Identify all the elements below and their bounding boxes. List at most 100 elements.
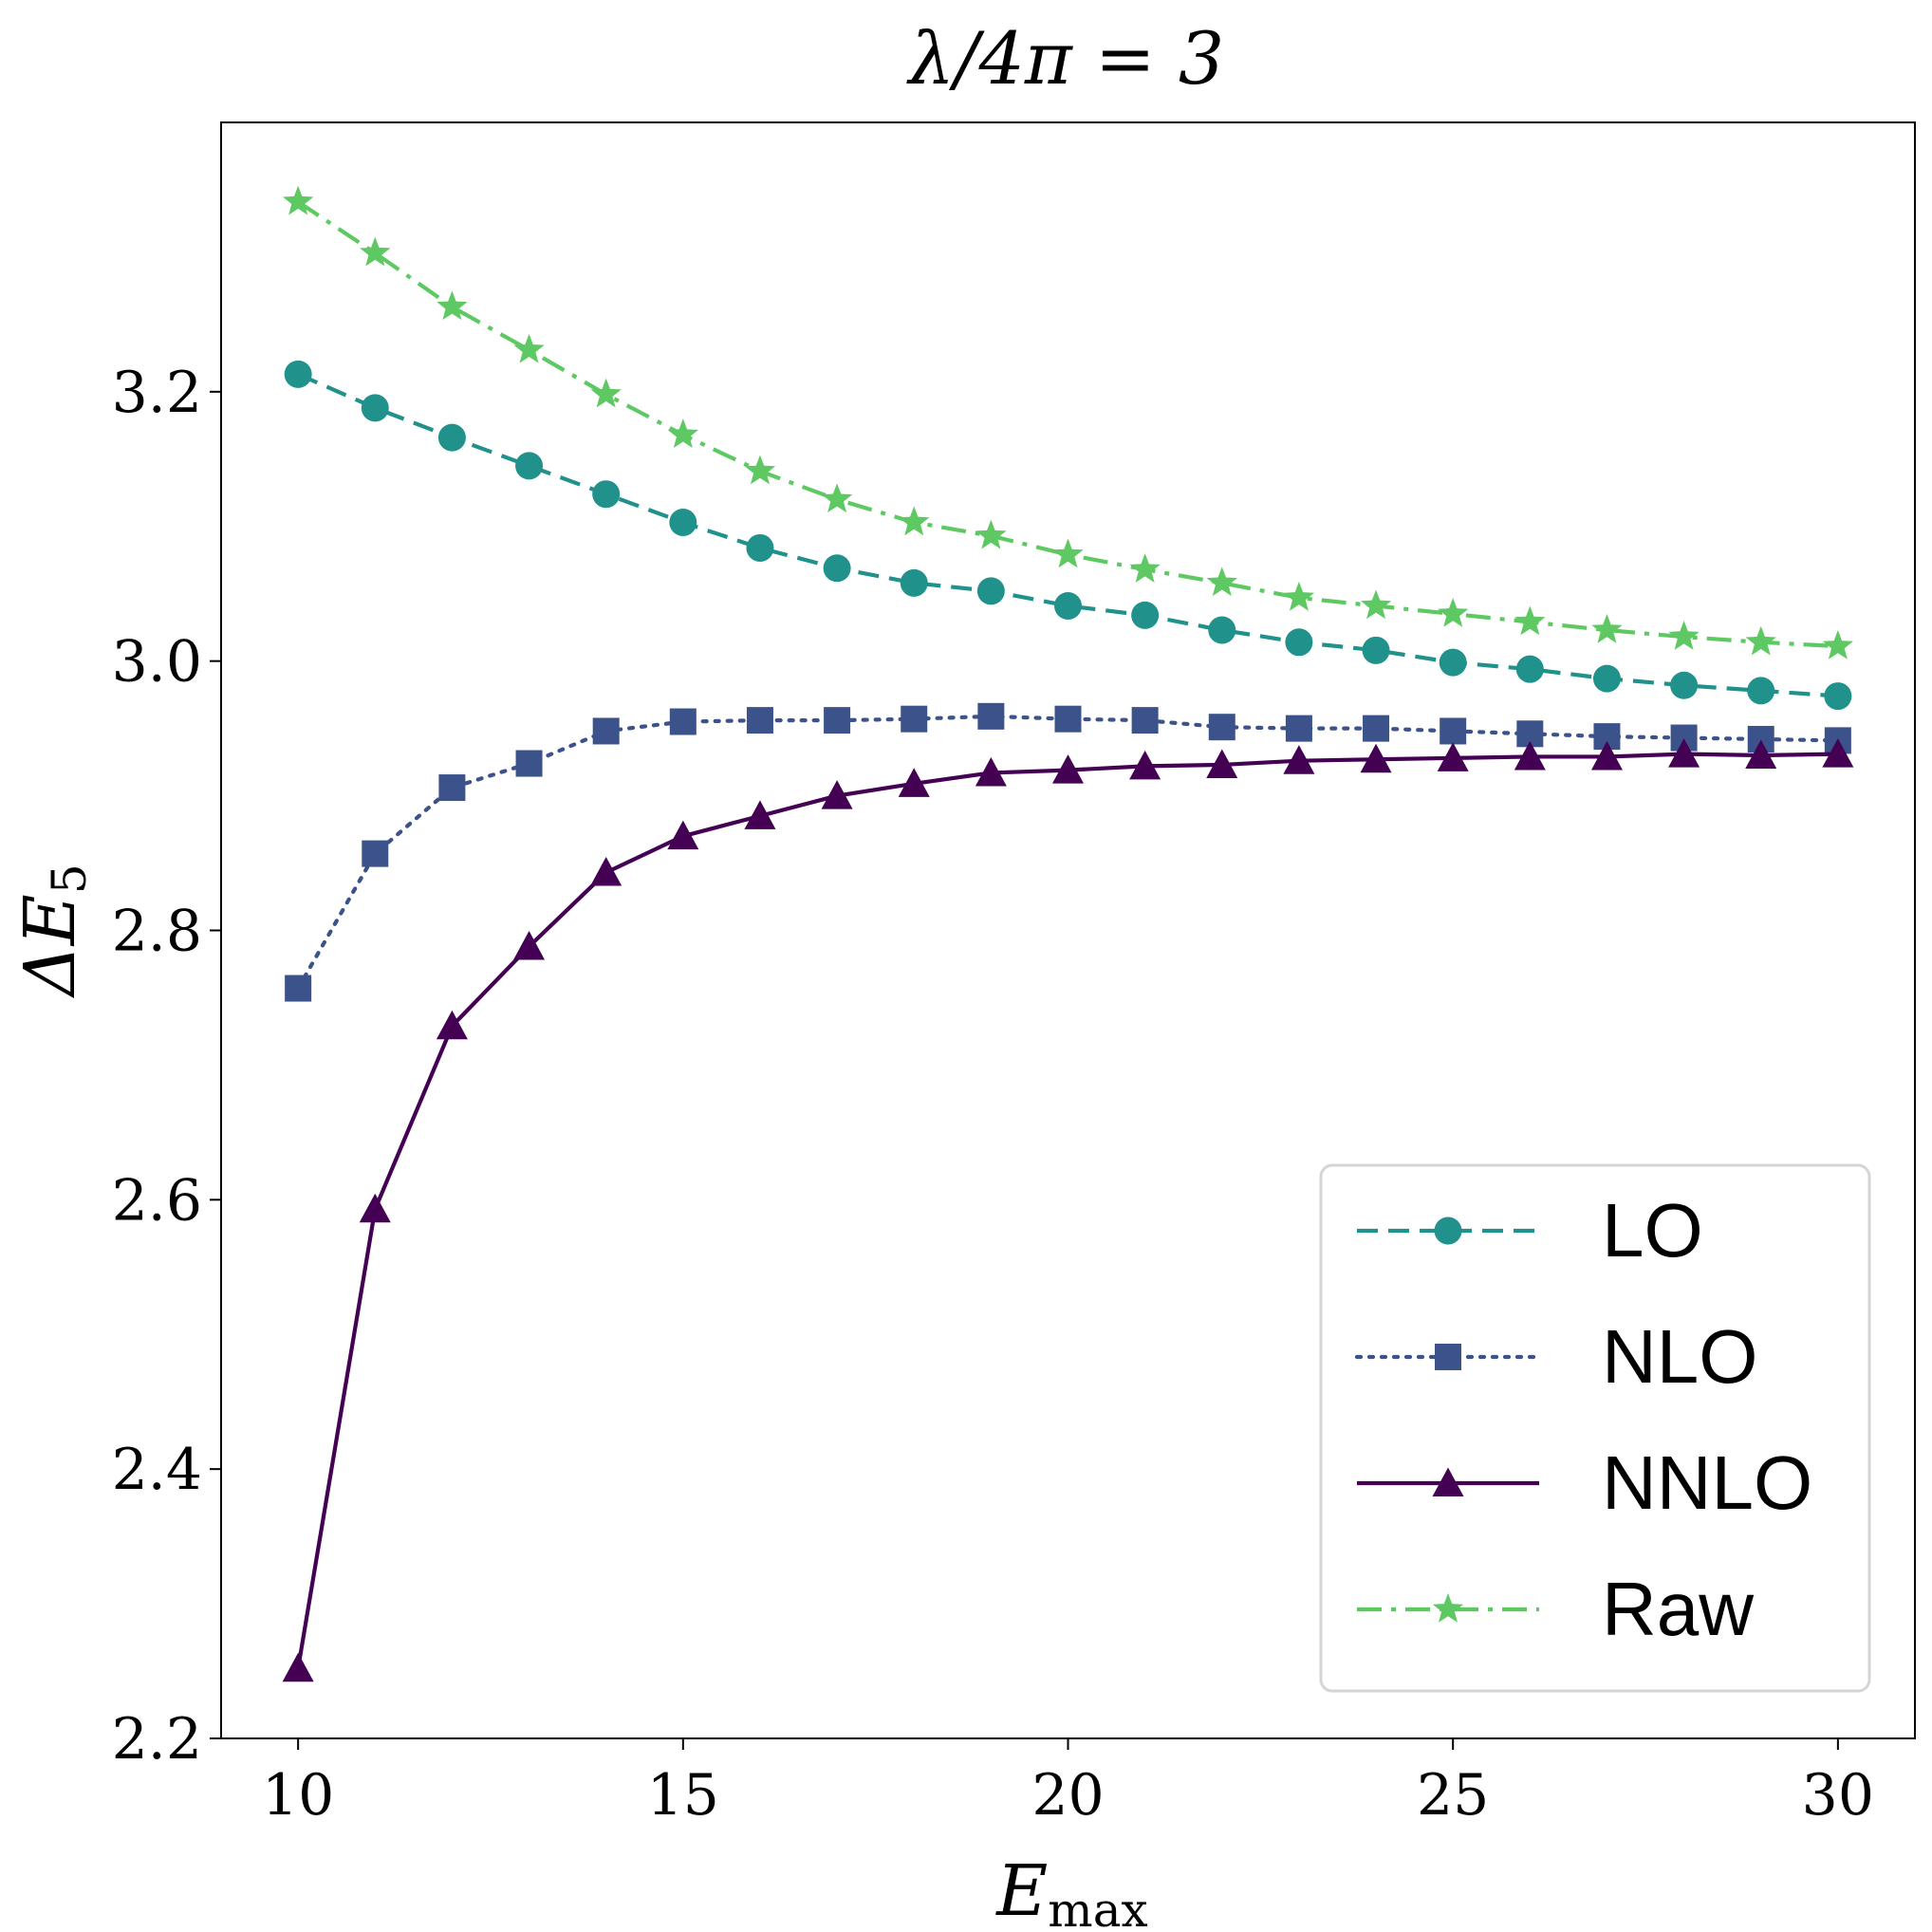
y-axis-label-sub: 5 bbox=[42, 864, 97, 894]
legend-label-raw: Raw bbox=[1602, 1567, 1754, 1651]
data-point-raw bbox=[1283, 581, 1315, 611]
data-point-lo bbox=[1362, 636, 1390, 664]
legend-label-lo: LO bbox=[1602, 1188, 1703, 1273]
x-tick-label: 25 bbox=[1417, 1762, 1489, 1829]
series-line-nlo bbox=[296, 714, 1840, 991]
data-point-nnlo bbox=[1283, 745, 1315, 774]
data-point-nlo bbox=[592, 717, 620, 745]
y-tick-label: 3.0 bbox=[112, 629, 202, 696]
data-point-nlo bbox=[515, 750, 543, 777]
series-nnlo bbox=[282, 738, 1854, 1682]
data-point-lo bbox=[361, 394, 389, 422]
data-point-lo bbox=[592, 480, 621, 509]
data-point-nlo bbox=[901, 705, 928, 733]
data-point-nnlo bbox=[1590, 740, 1623, 771]
data-point-lo bbox=[1439, 648, 1467, 677]
data-point-lo bbox=[746, 533, 774, 562]
data-point-nnlo bbox=[667, 820, 699, 850]
data-point-nlo bbox=[1131, 707, 1159, 734]
data-point-lo bbox=[1515, 655, 1544, 683]
data-point-nlo bbox=[285, 975, 312, 1002]
data-point-nnlo bbox=[1360, 743, 1392, 773]
data-point-nlo bbox=[746, 707, 773, 734]
data-point-raw bbox=[1591, 614, 1623, 643]
y-tick-label: 2.6 bbox=[112, 1167, 202, 1234]
data-point-raw bbox=[1206, 567, 1237, 597]
data-point-nnlo bbox=[513, 931, 546, 960]
data-point-nlo bbox=[1208, 714, 1235, 741]
data-point-lo bbox=[900, 568, 928, 597]
data-point-raw bbox=[1052, 538, 1084, 568]
data-point-nnlo bbox=[590, 856, 622, 886]
x-axis-label-sub: max bbox=[1048, 1883, 1147, 1932]
legend-item-raw: Raw bbox=[1357, 1567, 1754, 1651]
x-tick-label: 10 bbox=[262, 1762, 334, 1829]
series-nlo bbox=[285, 702, 1851, 1002]
legend-item-lo: LO bbox=[1357, 1188, 1703, 1273]
data-point-lo bbox=[1131, 601, 1160, 629]
data-point-nnlo bbox=[282, 1652, 314, 1682]
data-point-nlo bbox=[824, 707, 851, 734]
data-point-nlo bbox=[1054, 705, 1082, 733]
data-point-nnlo bbox=[1129, 750, 1161, 780]
data-point-raw bbox=[282, 185, 314, 215]
data-point-raw bbox=[1514, 605, 1546, 636]
legend-marker-nnlo bbox=[1432, 1467, 1464, 1497]
data-point-nnlo bbox=[436, 1010, 468, 1040]
data-point-raw bbox=[744, 455, 776, 485]
chart-title: λ/4π = 3 bbox=[906, 16, 1224, 101]
data-point-lo bbox=[1824, 682, 1852, 711]
legend-marker-lo bbox=[1434, 1217, 1462, 1245]
data-point-nnlo bbox=[1206, 749, 1238, 778]
data-point-nnlo bbox=[1745, 739, 1777, 770]
plot-layer bbox=[282, 185, 1854, 1682]
y-axis-label-main: ΔE bbox=[9, 894, 91, 998]
y-axis-label: ΔE5 bbox=[9, 864, 97, 998]
data-point-raw bbox=[1129, 553, 1161, 583]
data-point-nnlo bbox=[1514, 740, 1546, 771]
x-axis-label: Emax bbox=[994, 1850, 1147, 1932]
data-point-raw bbox=[590, 378, 622, 408]
data-point-raw bbox=[899, 506, 930, 536]
data-point-raw bbox=[821, 483, 853, 513]
legend-marker-nlo bbox=[1435, 1344, 1461, 1370]
data-point-nlo bbox=[669, 708, 697, 735]
x-tick-label: 20 bbox=[1031, 1762, 1104, 1829]
data-point-lo bbox=[823, 554, 851, 583]
data-point-lo bbox=[976, 577, 1005, 605]
y-tick-label: 2.4 bbox=[112, 1437, 202, 1503]
data-point-lo bbox=[437, 423, 466, 452]
data-point-nnlo bbox=[1822, 738, 1854, 768]
y-tick-label: 3.2 bbox=[112, 360, 202, 426]
x-tick-label: 30 bbox=[1802, 1762, 1874, 1829]
legend: LO NLO NNLO Raw bbox=[1319, 1163, 1871, 1693]
data-point-nnlo bbox=[975, 756, 1007, 787]
data-point-nnlo bbox=[744, 800, 776, 829]
axes-layer: 10 15 20 25 30 2.2 2.4 2.6 2.8 3.0 3.2 bbox=[112, 121, 1916, 1829]
data-point-nlo bbox=[362, 840, 389, 867]
data-point-lo bbox=[1054, 591, 1082, 620]
data-point-lo bbox=[1208, 616, 1236, 644]
series-line-lo bbox=[297, 372, 1839, 698]
x-axis-label-main: E bbox=[994, 1850, 1048, 1932]
data-point-raw bbox=[975, 519, 1007, 549]
data-point-lo bbox=[1592, 664, 1621, 693]
data-point-raw bbox=[360, 236, 391, 267]
data-point-nnlo bbox=[821, 780, 853, 809]
data-point-nlo bbox=[977, 702, 1005, 730]
y-tick-label: 2.2 bbox=[112, 1706, 202, 1773]
data-point-raw bbox=[1822, 630, 1854, 659]
data-point-nnlo bbox=[1052, 754, 1084, 784]
legend-item-nnlo: NNLO bbox=[1357, 1440, 1812, 1525]
data-point-nlo bbox=[1440, 717, 1467, 745]
legend-marker-raw bbox=[1432, 1593, 1464, 1623]
series-line-raw bbox=[296, 199, 1838, 649]
series-lo bbox=[284, 360, 1852, 711]
legend-label-nlo: NLO bbox=[1602, 1314, 1758, 1399]
legend-label-nnlo: NNLO bbox=[1602, 1440, 1812, 1525]
data-point-raw bbox=[513, 333, 545, 363]
data-point-nlo bbox=[1285, 715, 1312, 742]
data-point-lo bbox=[1747, 677, 1775, 705]
data-point-raw bbox=[437, 290, 468, 321]
